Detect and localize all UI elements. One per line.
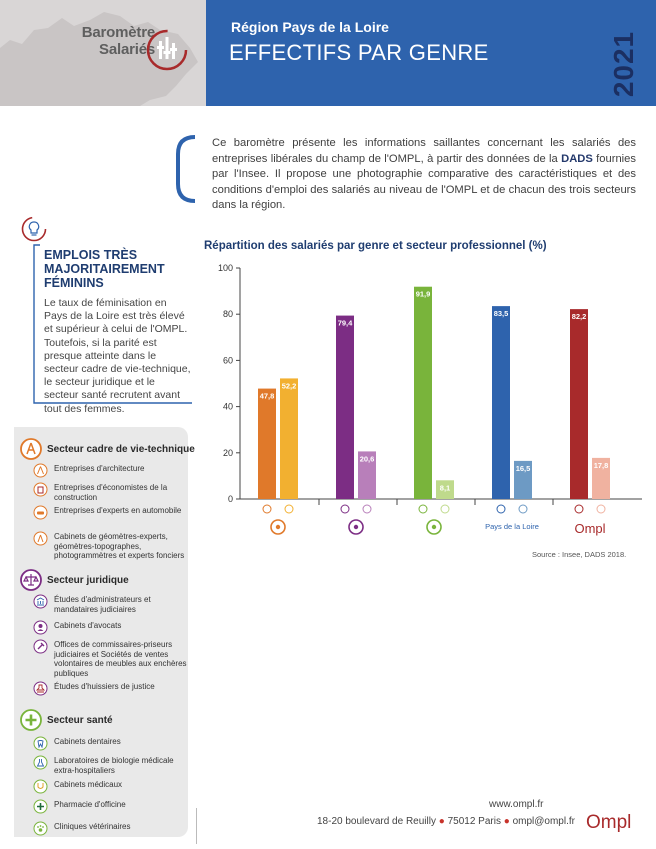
pharmacy-icon bbox=[33, 799, 48, 814]
female-icon bbox=[574, 504, 584, 514]
emplois-frame bbox=[33, 244, 192, 404]
courthouse-icon bbox=[33, 594, 48, 609]
footer-address: 18-20 boulevard de Reuilly ● 75012 Paris… bbox=[317, 816, 575, 827]
y-tick-label: 40 bbox=[223, 402, 233, 412]
compass-icon bbox=[20, 438, 42, 460]
male-icon bbox=[284, 504, 294, 514]
footer-email[interactable]: ompl@ompl.fr bbox=[512, 816, 575, 827]
bar bbox=[358, 451, 376, 499]
chart-source: Source : Insee, DADS 2018. bbox=[532, 550, 627, 559]
bar bbox=[570, 309, 588, 499]
building-icon bbox=[33, 482, 48, 497]
bar-value-label: 47,8 bbox=[260, 392, 275, 401]
ompl-logo: Ompl bbox=[586, 812, 631, 833]
emplois-body: Le taux de féminisation en Pays de la Lo… bbox=[44, 297, 191, 415]
bar-value-label: 83,5 bbox=[494, 309, 509, 318]
stamp-icon bbox=[33, 681, 48, 696]
bar bbox=[258, 388, 276, 499]
female-icon bbox=[418, 504, 428, 514]
emplois-title: EMPLOIS TRÈS MAJORITAIREMENT FÉMININS bbox=[44, 248, 165, 290]
bar bbox=[592, 457, 610, 499]
male-icon bbox=[440, 504, 450, 514]
header-brand-area bbox=[0, 0, 206, 106]
flask-icon bbox=[33, 755, 48, 770]
tooth-icon bbox=[33, 736, 48, 751]
region-map-silhouette bbox=[0, 12, 198, 106]
y-tick-label: 80 bbox=[223, 309, 233, 319]
bar-value-label: 82,2 bbox=[572, 312, 587, 321]
ompl-logo-text: Ompl bbox=[586, 812, 631, 833]
y-tick-label: 100 bbox=[218, 263, 233, 273]
bar-value-label: 20,6 bbox=[360, 454, 375, 463]
bar-value-label: 16,5 bbox=[516, 464, 531, 473]
x-axis-icons: Pays de la Loire Ompl bbox=[262, 504, 606, 536]
chart-title: Répartition des salariés par genre et se… bbox=[204, 240, 547, 252]
bar bbox=[492, 306, 510, 499]
y-tick-label: 20 bbox=[223, 448, 233, 458]
plus-icon-center bbox=[431, 524, 437, 530]
theodolite-icon bbox=[33, 531, 48, 546]
bar bbox=[280, 378, 298, 499]
male-icon bbox=[518, 504, 528, 514]
gavel-icon bbox=[33, 639, 48, 654]
barometre-logo-icon bbox=[146, 29, 188, 71]
brand-title: Baromètre Salariés bbox=[81, 24, 155, 58]
scales-icon-center bbox=[353, 524, 359, 530]
scales-icon bbox=[20, 569, 42, 591]
compass-icon-center bbox=[275, 524, 281, 530]
female-icon bbox=[262, 504, 272, 514]
intro-bracket-icon bbox=[176, 135, 196, 203]
intro-paragraph: Ce baromètre présente les informations s… bbox=[212, 137, 636, 212]
stethoscope-icon bbox=[33, 779, 48, 794]
bar-value-label: 8,1 bbox=[440, 483, 450, 492]
page-title: EFFECTIFS PAR GENRE bbox=[229, 40, 489, 65]
footer-divider bbox=[196, 808, 197, 844]
lightbulb-icon bbox=[21, 216, 47, 242]
male-icon bbox=[596, 504, 606, 514]
bar bbox=[336, 315, 354, 499]
ompl-category-label: Ompl bbox=[574, 521, 605, 536]
bar-value-label: 52,2 bbox=[282, 381, 297, 390]
female-icon bbox=[496, 504, 506, 514]
female-icon bbox=[340, 504, 350, 514]
bar bbox=[414, 286, 432, 499]
lawyer-icon bbox=[33, 620, 48, 635]
header-band bbox=[206, 0, 656, 106]
car-icon bbox=[33, 505, 48, 520]
male-icon bbox=[362, 504, 372, 514]
y-tick-label: 60 bbox=[223, 355, 233, 365]
region-category-label: Pays de la Loire bbox=[485, 522, 539, 531]
footer-website[interactable]: www.ompl.fr bbox=[489, 799, 544, 810]
bar-value-label: 91,9 bbox=[416, 290, 431, 299]
plus-icon bbox=[20, 709, 42, 731]
gender-bar-chart: 0 20 40 60 80 100 47,8 52,2 79,4 20,6 91,9 8,1 83,5… bbox=[218, 263, 642, 536]
paw-icon bbox=[33, 821, 48, 836]
year-label: 2021 bbox=[608, 30, 639, 98]
bar-value-label: 17,8 bbox=[594, 461, 609, 470]
y-tick-label: 0 bbox=[228, 494, 233, 504]
bar bbox=[436, 480, 454, 499]
bar bbox=[514, 460, 532, 499]
bar-value-label: 79,4 bbox=[338, 319, 353, 328]
region-title: Région Pays de la Loire bbox=[231, 19, 389, 35]
bars-group: 47,8 52,2 79,4 20,6 91,9 8,1 83,5 16,5 82,2 17,8 bbox=[258, 286, 610, 505]
architecture-icon bbox=[33, 463, 48, 478]
